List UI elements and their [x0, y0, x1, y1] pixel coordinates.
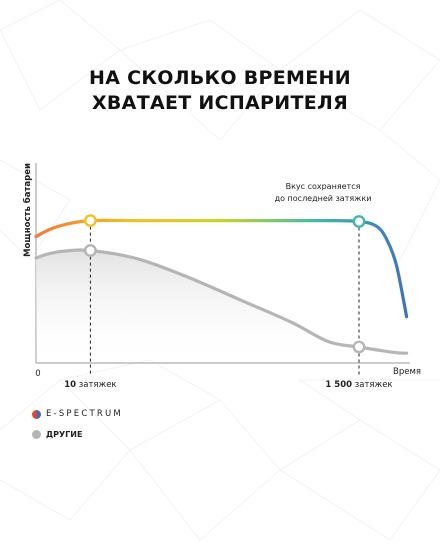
legend-dot-e-spectrum [32, 409, 41, 419]
origin-label: 0 [35, 369, 40, 379]
marker-label-count-2: 1 500 [325, 380, 352, 390]
e-spectrum-point-1 [84, 214, 97, 228]
others-point-2 [352, 340, 366, 354]
legend: E-SPECTRUM ДРУГИЕ [32, 404, 123, 444]
legend-label-e-spectrum: E-SPECTRUM [46, 409, 123, 419]
legend-dot-others [32, 429, 41, 439]
page-title: НА СКОЛЬКО ВРЕМЕНИ ХВАТАЕТ ИСПАРИТЕЛЯ [0, 66, 440, 116]
e-spectrum-line [34, 218, 409, 319]
annotation-line-2: до последней затяжки [275, 194, 372, 203]
e-spectrum-point-2 [352, 215, 366, 228]
legend-item-e-spectrum: E-SPECTRUM [32, 404, 123, 424]
marker-label-count-1: 10 [64, 380, 76, 390]
legend-label-others: ДРУГИЕ [46, 429, 83, 439]
x-axis-label: Время [393, 367, 421, 377]
legend-item-others: ДРУГИЕ [32, 424, 123, 444]
y-axis-label: Мощность батареи [22, 163, 33, 257]
annotation-line-1: Вкус сохраняется [286, 182, 361, 191]
title-line-1: НА СКОЛЬКО ВРЕМЕНИ [89, 67, 351, 89]
marker-label-unit-2: затяжек [352, 380, 393, 390]
title-line-2: ХВАТАЕТ ИСПАРИТЕЛЯ [91, 92, 349, 114]
others-point-1 [84, 244, 97, 257]
marker-label-1: 10 затяжек [64, 380, 116, 390]
marker-label-unit-1: затяжек [76, 380, 117, 390]
marker-label-2: 1 500 затяжек [325, 380, 392, 390]
